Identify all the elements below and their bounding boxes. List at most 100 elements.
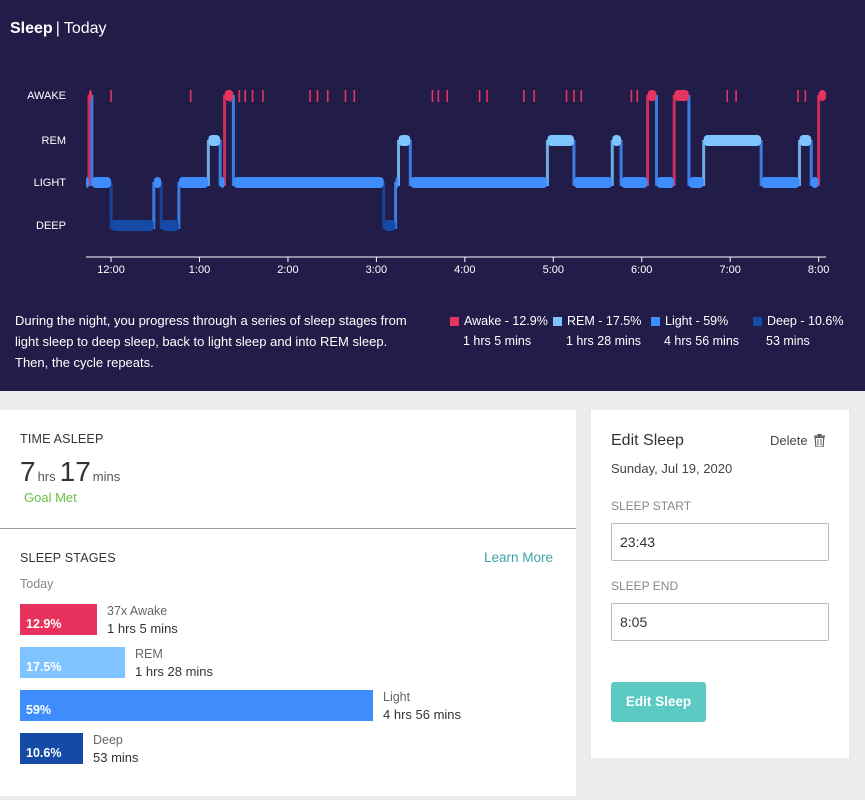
segment-light <box>688 177 704 188</box>
brief-awakening-tick <box>262 90 264 102</box>
segment-rem <box>703 135 762 146</box>
segment-awake <box>88 90 92 101</box>
goal-status: Goal Met <box>24 490 77 505</box>
delete-button[interactable]: Delete <box>770 433 826 448</box>
segment-rem <box>799 135 812 146</box>
minutes-unit: mins <box>92 469 121 484</box>
sleep-summary-card <box>0 410 576 796</box>
brief-awakening-tick <box>353 90 356 102</box>
brief-awakening-tick <box>565 90 568 102</box>
brief-awakening-tick <box>636 90 639 102</box>
title-separator: | <box>55 20 60 37</box>
brief-awakening-tick <box>486 90 488 102</box>
legend-label: REM - 17.5% <box>567 314 642 328</box>
stage-label-deep: Deep 53 mins <box>93 732 139 766</box>
legend-duration: 4 hrs 56 mins <box>664 334 740 348</box>
segment-light <box>410 177 548 188</box>
x-tick-label: 12:00 <box>97 264 125 276</box>
brief-awakening-tick <box>523 90 525 102</box>
stage-bar-deep: 10.6% <box>20 733 83 764</box>
stage-bar-awake: 12.9% <box>20 604 97 635</box>
edit-sleep-title: Edit Sleep <box>611 432 684 449</box>
title-text: Sleep <box>10 20 53 37</box>
brief-awakening-tick <box>326 90 329 102</box>
segment-light <box>233 177 384 188</box>
time-asleep-value: 7 hrs 17 mins <box>20 456 124 488</box>
stage-label-rem: REM 1 hrs 28 mins <box>135 646 213 680</box>
legend-swatch-awake <box>450 317 459 326</box>
stage-name: 37x Awake <box>107 604 168 618</box>
segment-deep <box>111 220 154 231</box>
stage-duration: 1 hrs 28 mins <box>135 664 214 679</box>
chart-description: During the night, you progress through a… <box>15 313 407 370</box>
segment-rem <box>398 135 411 146</box>
brief-awakening-tick <box>316 90 319 102</box>
sleep-stages-period: Today <box>20 577 54 591</box>
section-divider <box>0 528 576 529</box>
segment-rem <box>208 135 221 146</box>
segment-awake <box>224 90 234 101</box>
page-title: Sleep | Today <box>10 20 107 38</box>
brief-awakening-tick <box>735 90 737 102</box>
segment-deep <box>161 220 179 231</box>
segment-rem <box>547 135 574 146</box>
sleep-stages-label: SLEEP STAGES <box>20 551 116 565</box>
learn-more-link[interactable]: Learn More <box>484 550 554 565</box>
brief-awakening-tick <box>573 90 575 102</box>
stage-bar-light: 59% <box>20 690 373 721</box>
segment-awake <box>818 90 826 101</box>
brief-awakening-tick <box>309 90 311 102</box>
legend-deep: Deep - 10.6% 53 mins <box>753 311 843 351</box>
brief-awakening-tick <box>189 90 192 102</box>
legend-light: Light - 59% 4 hrs 56 mins <box>651 311 739 351</box>
stage-bar-rem: 17.5% <box>20 647 125 678</box>
segment-light <box>573 177 613 188</box>
sleep-end-input[interactable] <box>611 603 829 641</box>
legend-duration: 1 hrs 28 mins <box>566 334 642 348</box>
legend-duration: 53 mins <box>766 334 810 348</box>
delete-label: Delete <box>770 433 808 448</box>
segment-light <box>395 177 399 188</box>
brief-awakening-tick <box>437 90 440 102</box>
segment-light <box>153 177 162 188</box>
segment-light <box>656 177 675 188</box>
segment-light <box>621 177 648 188</box>
sleep-start-input[interactable] <box>611 523 829 561</box>
segment-light <box>811 177 819 188</box>
segment-awake <box>647 90 657 101</box>
stage-name: Deep <box>93 733 123 747</box>
x-tick-label: 1:00 <box>189 264 210 276</box>
stage-axis-label-light: LIGHT <box>34 177 67 189</box>
x-tick-label: 4:00 <box>454 264 475 276</box>
brief-awakening-tick <box>110 90 112 102</box>
legend-awake: Awake - 12.9% 1 hrs 5 mins <box>450 311 548 351</box>
segment-awake <box>674 90 689 101</box>
brief-awakening-tick <box>630 90 633 102</box>
brief-awakening-tick <box>344 90 347 102</box>
brief-awakening-tick <box>580 90 583 102</box>
brief-awakening-tick <box>797 90 799 102</box>
brief-awakening-tick <box>431 90 434 102</box>
sleep-end-label: SLEEP END <box>611 579 679 593</box>
sleep-stages-chart: AWAKE REM LIGHT DEEP 12:00 1:00 2:00 3:00 4:00 5:… <box>27 90 829 276</box>
segment-light <box>220 177 225 188</box>
trash-icon <box>814 434 826 448</box>
stage-name: REM <box>135 647 163 661</box>
title-period: Today <box>63 20 107 37</box>
brief-awakening-tick <box>726 90 729 102</box>
time-asleep-hours: 7 <box>20 456 36 487</box>
brief-awakening-tick <box>446 90 448 102</box>
legend-swatch-rem <box>553 317 562 326</box>
stage-duration: 4 hrs 56 mins <box>383 707 462 722</box>
stage-axis-label-rem: REM <box>42 135 66 147</box>
sleep-date: Sunday, Jul 19, 2020 <box>611 461 733 476</box>
brief-awakening-tick <box>229 90 232 102</box>
stage-duration: 1 hrs 5 mins <box>107 621 178 636</box>
brief-awakening-tick <box>804 90 807 102</box>
brief-awakening-tick <box>238 90 241 102</box>
brief-awakening-tick <box>478 90 481 102</box>
edit-sleep-button[interactable]: Edit Sleep <box>611 682 706 722</box>
segment-light <box>86 177 89 188</box>
stage-duration: 53 mins <box>93 750 139 765</box>
stage-axis-label-deep: DEEP <box>36 220 66 232</box>
